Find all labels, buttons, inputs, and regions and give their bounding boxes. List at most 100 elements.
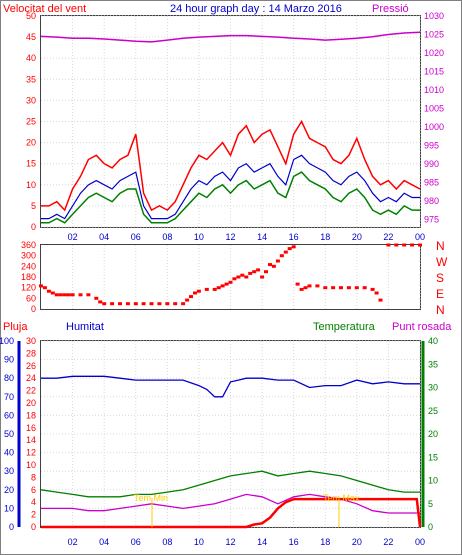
humidity-tick-label: 10 xyxy=(4,503,14,513)
direction-point xyxy=(402,243,407,247)
compass-label: N xyxy=(436,239,445,253)
wind-tick-label: 50 xyxy=(26,11,36,21)
wind-tick-label: 10 xyxy=(26,180,36,190)
wind-tick-label: 45 xyxy=(26,32,36,42)
temperature-axis: 0 5 10 15 20 25 30 35 40 xyxy=(421,336,438,532)
pressure-label: Pressió xyxy=(372,3,409,15)
lower-time-tick: 00 xyxy=(415,537,425,547)
lower-time-tick: 12 xyxy=(225,537,235,547)
pressure-tick-label: 985 xyxy=(424,178,439,188)
direction-point xyxy=(264,270,268,274)
direction-point xyxy=(94,296,99,300)
lower-time-tick: 20 xyxy=(352,537,362,547)
direction-point xyxy=(50,291,55,295)
series-line-gust xyxy=(41,119,421,212)
series-line-temperature xyxy=(40,470,420,498)
direction-tick-label: 300 xyxy=(21,251,36,261)
compass-label: S xyxy=(436,271,444,285)
direction-point xyxy=(299,287,304,291)
wind-speed-axis: 0 5 10 15 20 25 30 35 40 45 50 xyxy=(26,11,36,232)
series-line-low xyxy=(41,171,420,224)
direction-point xyxy=(378,298,383,302)
lower-time-tick: 18 xyxy=(320,537,330,547)
direction-point xyxy=(54,293,59,297)
pressure-tick-label: 1015 xyxy=(424,67,444,77)
rain-tick-label: 24 xyxy=(26,373,36,383)
humidity-label: Humitat xyxy=(66,321,104,333)
humidity-tick-label: 60 xyxy=(4,410,14,420)
lower-time-tick: 22 xyxy=(383,537,393,547)
rain-tick-label: 2 xyxy=(31,510,36,520)
temperature-tick-label: 35 xyxy=(428,359,438,369)
direction-point xyxy=(256,268,261,272)
humidity-tick-label: 0 xyxy=(9,522,14,532)
pressure-tick-label: 1010 xyxy=(424,85,444,95)
direction-point xyxy=(275,259,280,263)
rain-tick-label: 0 xyxy=(31,522,36,532)
rain-tick-label: 12 xyxy=(26,448,36,458)
temperature-label: Temperatura xyxy=(313,321,376,333)
temperature-tick-label: 25 xyxy=(428,406,438,416)
pressure-tick-label: 1020 xyxy=(424,48,444,58)
temperature-tick-label: 0 xyxy=(428,522,433,532)
wind-tick-label: 0 xyxy=(31,222,36,232)
direction-point xyxy=(110,302,115,306)
wind-time-tick: 04 xyxy=(99,232,109,242)
direction-point xyxy=(244,275,249,279)
humidity-tick-label: 80 xyxy=(4,373,14,383)
lower-time-tick: 08 xyxy=(162,537,172,547)
direction-point xyxy=(62,293,67,297)
wind-speed-label: Velocitat del vent xyxy=(3,3,86,15)
temperature-tick-label: 40 xyxy=(428,336,438,346)
direction-point xyxy=(374,291,379,295)
wind-tick-label: 20 xyxy=(26,138,36,148)
humidity-tick-label: 90 xyxy=(4,355,14,365)
pressure-tick-label: 990 xyxy=(424,159,439,169)
direction-point xyxy=(271,264,276,268)
humidity-tick-label: 20 xyxy=(4,485,14,495)
pressure-axis: 975 980 985 990 995 1000 1005 1010 1015 1020 1025 1… xyxy=(424,11,444,225)
temperature-tick-label: 10 xyxy=(428,476,438,486)
direction-point xyxy=(204,287,209,291)
wind-direction-series xyxy=(39,243,422,306)
direction-point xyxy=(141,302,146,306)
direction-point xyxy=(346,286,351,290)
temperature-tick-label: 5 xyxy=(428,499,433,509)
rain-tick-label: 4 xyxy=(31,497,36,507)
direction-point xyxy=(216,286,221,290)
wind-time-tick: 12 xyxy=(225,232,235,242)
humidity-temperature-series xyxy=(40,375,422,529)
direction-point xyxy=(236,275,241,279)
pressure-tick-label: 975 xyxy=(424,215,439,225)
direction-point xyxy=(70,293,75,297)
direction-point xyxy=(295,282,300,286)
direction-point xyxy=(291,245,296,249)
direction-point xyxy=(354,286,359,290)
wind-tick-label: 5 xyxy=(31,201,36,211)
direction-point xyxy=(212,287,217,291)
wind-time-tick: 08 xyxy=(162,232,172,242)
direction-point xyxy=(240,273,245,277)
rain-tick-label: 20 xyxy=(26,398,36,408)
wind-direction-plot-area xyxy=(40,244,421,310)
rain-tick-label: 10 xyxy=(26,460,36,470)
direction-point xyxy=(181,302,186,306)
direction-point xyxy=(283,250,288,254)
direction-point xyxy=(268,263,272,267)
direction-point xyxy=(133,302,138,306)
humidity-tick-label: 70 xyxy=(4,392,14,402)
direction-point xyxy=(228,280,233,284)
lower-time-axis: 02 04 06 08 10 12 14 16 18 20 22 00 xyxy=(68,537,425,547)
rain-label: Pluja xyxy=(3,321,28,333)
rain-tick-label: 26 xyxy=(26,361,36,371)
pressure-tick-label: 1000 xyxy=(424,122,444,132)
series-line-humidity xyxy=(41,375,420,398)
wind-time-tick: 14 xyxy=(257,232,267,242)
temp-max-label: Tem Max xyxy=(323,493,360,503)
direction-point xyxy=(232,277,237,281)
wind-tick-label: 35 xyxy=(26,74,36,84)
direction-point xyxy=(220,284,225,288)
pressure-tick-label: 995 xyxy=(424,141,439,151)
